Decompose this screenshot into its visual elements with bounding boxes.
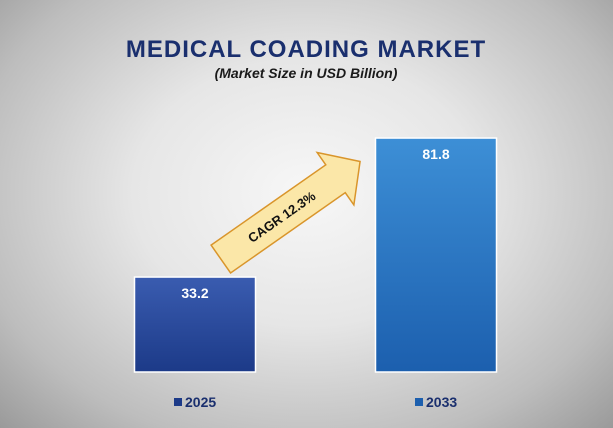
chart-subtitle: (Market Size in USD Billion) <box>215 65 398 81</box>
up-arrow-icon <box>210 151 361 275</box>
bar-2025 <box>133 276 257 373</box>
legend-label-2033: 2033 <box>426 394 457 410</box>
legend: 2025 2033 <box>174 394 457 410</box>
data-label-2025: 33.2 <box>181 285 208 301</box>
legend-label-2025: 2025 <box>185 394 216 410</box>
data-label-2033: 81.8 <box>422 146 449 162</box>
cagr-arrow: CAGR 12.3% <box>210 151 361 275</box>
legend-swatch-2025 <box>174 398 182 406</box>
bars-group: 33.2 81.8 <box>133 137 498 373</box>
bar-2033 <box>374 137 498 373</box>
chart-title: MEDICAL COADING MARKET <box>126 36 486 63</box>
legend-swatch-2033 <box>415 398 423 406</box>
